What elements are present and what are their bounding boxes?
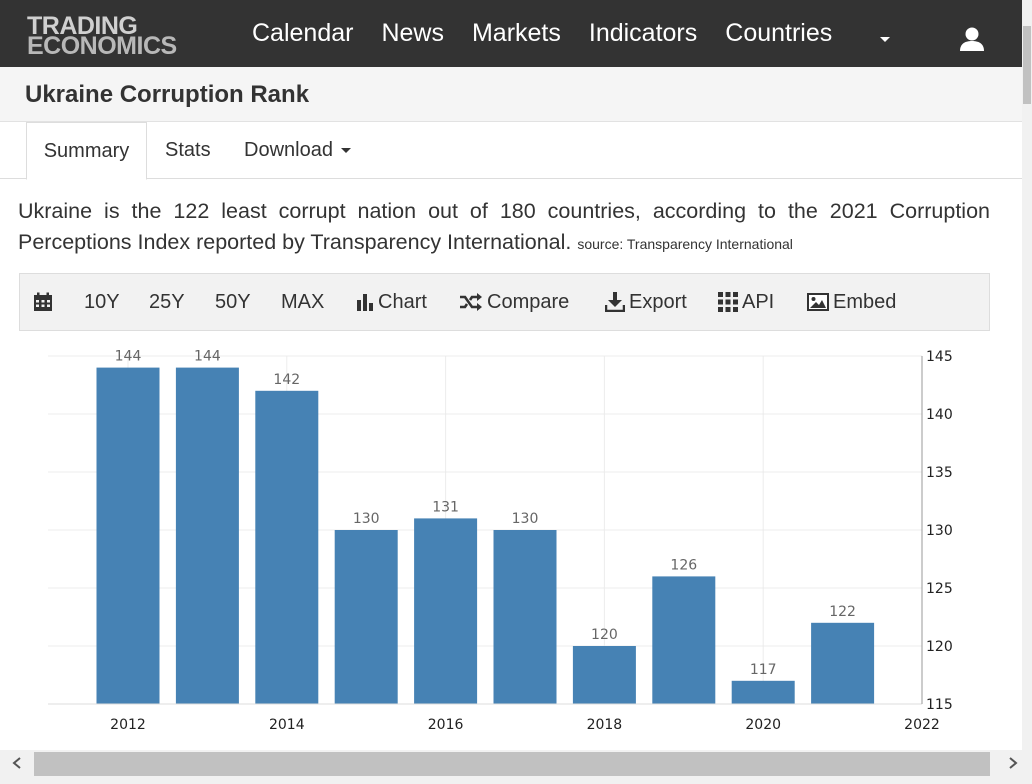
y-tick-label: 135: [926, 465, 953, 481]
x-tick-label: 2022: [904, 717, 940, 733]
range-50y-button[interactable]: 50Y: [215, 290, 251, 313]
user-icon[interactable]: [958, 26, 986, 52]
data-label-2016: 131: [432, 499, 459, 515]
chart-axes: 115 120 125 130 135 140 145 2012 2014 2016 2018 202…: [48, 349, 953, 733]
scroll-right-icon[interactable]: [996, 750, 1030, 776]
data-label-2021: 122: [829, 604, 856, 620]
more-menu-caret-icon[interactable]: [880, 37, 890, 42]
page-title: Ukraine Corruption Rank: [25, 81, 310, 108]
bar-2018[interactable]: [572, 646, 636, 704]
y-tick-label: 115: [926, 697, 953, 713]
source-note[interactable]: source: Transparency International: [577, 236, 793, 252]
corruption-rank-chart: 144 144 142 130 131 130 120 126 117 122 115 120 125…: [48, 349, 953, 733]
summary-text: Ukraine is the 122 least corrupt nation …: [18, 199, 990, 254]
bar-2015[interactable]: [334, 530, 398, 704]
y-tick-label: 130: [926, 523, 953, 539]
data-label-2017: 130: [512, 511, 539, 527]
bar-2014[interactable]: [255, 390, 319, 704]
bar-2019[interactable]: [652, 576, 716, 704]
tab-stats[interactable]: Stats: [165, 139, 211, 161]
bar-2016[interactable]: [414, 518, 478, 704]
vertical-scrollbar[interactable]: [1022, 0, 1032, 750]
chart-bars: [96, 367, 875, 704]
compare-label: Compare: [487, 290, 570, 313]
nav-countries[interactable]: Countries: [725, 19, 833, 47]
nav-indicators[interactable]: Indicators: [588, 19, 698, 47]
logo-line1: TRADING: [27, 12, 138, 40]
x-tick-label: 2020: [745, 717, 781, 733]
main-nav: Calendar News Markets Indicators Countri…: [252, 0, 860, 67]
title-bar: Ukraine Corruption Rank: [0, 67, 1022, 122]
bar-2020[interactable]: [731, 680, 795, 704]
range-max-button[interactable]: MAX: [281, 290, 325, 313]
image-icon: [807, 293, 829, 311]
bar-2012[interactable]: [96, 367, 160, 704]
data-label-2013: 144: [194, 349, 221, 365]
horizontal-scrollbar[interactable]: [0, 750, 1032, 784]
tab-download[interactable]: Download: [244, 122, 351, 179]
chevron-down-icon: [340, 148, 351, 154]
y-tick-label: 145: [926, 349, 953, 365]
data-label-2020: 117: [750, 662, 777, 678]
calendar-button[interactable]: [33, 274, 57, 330]
tab-download-label: Download: [244, 139, 333, 161]
summary-description: Ukraine is the 122 least corrupt nation …: [18, 196, 990, 260]
nav-calendar[interactable]: Calendar: [252, 19, 354, 47]
data-label-2012: 144: [115, 349, 142, 365]
nav-news[interactable]: News: [381, 19, 444, 47]
download-icon: [605, 292, 625, 312]
bar-2013[interactable]: [175, 367, 239, 704]
logo-line2: ECONOMICS: [27, 32, 177, 60]
range-25y-button[interactable]: 25Y: [149, 290, 185, 313]
embed-label: Embed: [833, 290, 897, 313]
data-label-2019: 126: [670, 557, 697, 573]
data-label-2015: 130: [353, 511, 380, 527]
bar-2021[interactable]: [811, 622, 875, 704]
tab-bar: Summary Stats Download: [0, 122, 1022, 180]
bar-2017[interactable]: [493, 530, 557, 704]
nav-markets[interactable]: Markets: [471, 19, 561, 47]
chart-type-label: Chart: [378, 290, 427, 313]
shuffle-icon: [460, 293, 482, 311]
export-button[interactable]: Export: [605, 274, 687, 330]
x-tick-label: 2014: [269, 717, 305, 733]
scroll-left-icon[interactable]: [0, 750, 34, 776]
y-tick-label: 120: [926, 639, 953, 655]
calendar-icon: [34, 292, 52, 311]
y-tick-label: 140: [926, 407, 953, 423]
data-label-2014: 142: [273, 372, 300, 388]
chart-data-labels: 144 144 142 130 131 130 120 126 117 122: [115, 349, 856, 678]
api-label: API: [742, 290, 775, 313]
vertical-scroll-thumb[interactable]: [1023, 26, 1031, 104]
data-label-2018: 120: [591, 627, 618, 643]
bar-chart-icon: [357, 294, 373, 311]
grid-icon: [718, 292, 738, 312]
chart-type-button[interactable]: Chart: [356, 274, 427, 330]
range-10y-button[interactable]: 10Y: [84, 290, 120, 313]
embed-button[interactable]: Embed: [807, 274, 896, 330]
y-tick-label: 125: [926, 581, 953, 597]
site-logo[interactable]: TRADING ECONOMICS: [27, 14, 202, 60]
chart-toolbar: 10Y 25Y 50Y MAX Chart Compare E: [19, 273, 990, 331]
x-tick-label: 2016: [428, 717, 464, 733]
tab-summary[interactable]: Summary: [26, 122, 147, 180]
top-navbar: TRADING ECONOMICS Calendar News Markets …: [0, 0, 1022, 67]
x-tick-label: 2018: [587, 717, 623, 733]
export-label: Export: [629, 290, 687, 313]
horizontal-scroll-thumb[interactable]: [34, 752, 990, 776]
x-tick-label: 2012: [110, 717, 146, 733]
api-button[interactable]: API: [718, 274, 774, 330]
compare-button[interactable]: Compare: [459, 274, 569, 330]
